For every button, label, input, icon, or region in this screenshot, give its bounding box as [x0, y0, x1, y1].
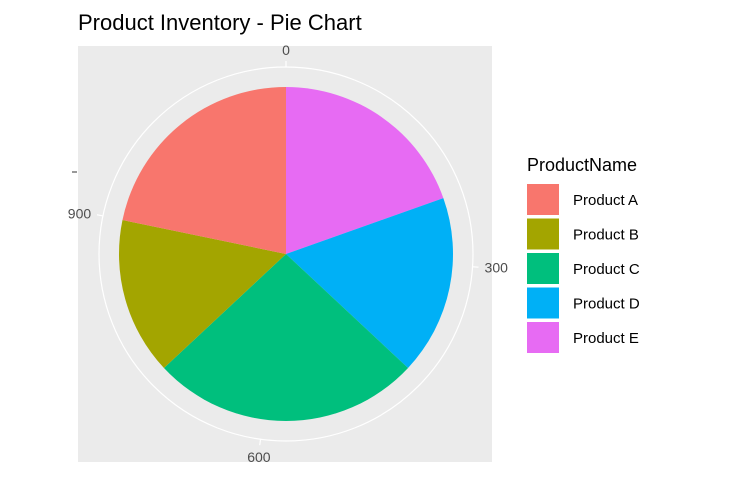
legend-label: Product A [573, 192, 638, 209]
legend: Product A Product B Product C Product D Prod… [527, 184, 640, 353]
legend-key [527, 253, 559, 284]
legend-item: Product E [527, 322, 639, 353]
legend-key [527, 218, 559, 250]
theta-tick-label: 0 [282, 42, 290, 58]
theta-tick-labels: 0 300 600 900 [68, 42, 508, 465]
legend-key [527, 322, 559, 353]
pie-slices [118, 87, 454, 422]
legend-label: Product C [573, 261, 640, 278]
theta-tick-label: 300 [485, 260, 509, 276]
pie-slice-product-e [286, 87, 444, 254]
chart-title: Product Inventory - Pie Chart [78, 10, 362, 35]
pie-slice-product-c [163, 254, 409, 422]
pie-slice-product-d [286, 198, 454, 368]
legend-title: ProductName [527, 155, 637, 175]
legend-item: Product A [527, 184, 638, 215]
legend-label: Product B [573, 227, 639, 244]
legend-item: Product B [527, 218, 639, 250]
legend-item: Product C [527, 253, 640, 284]
legend-label: Product E [573, 330, 639, 347]
legend-key [527, 287, 559, 319]
theta-tick-label: 600 [247, 449, 271, 465]
legend-item: Product D [527, 287, 640, 319]
legend-label: Product D [573, 296, 640, 313]
pie-slice-product-a [122, 87, 287, 254]
legend-key [527, 184, 559, 215]
grid-tick [259, 438, 262, 446]
grid-tick [96, 214, 104, 217]
theta-tick-label: 900 [68, 206, 92, 222]
pie-slice-product-b [118, 220, 286, 368]
polar-grid [96, 61, 479, 446]
